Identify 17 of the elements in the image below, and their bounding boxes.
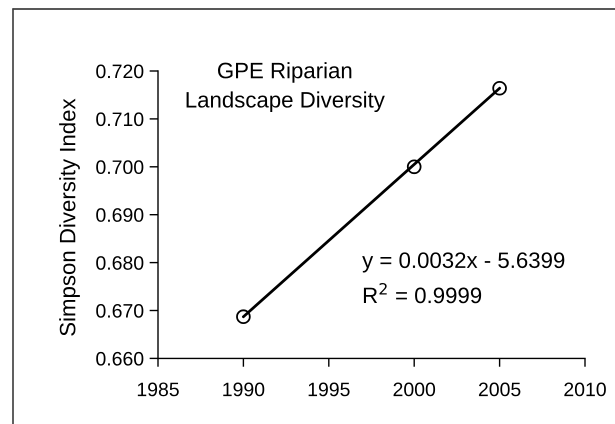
x-tick-label: 1985 bbox=[138, 382, 179, 396]
x-tick-label: 2010 bbox=[564, 382, 606, 396]
annotation: y = 0.0032x - 5.6399 bbox=[362, 252, 564, 272]
y-tick-label: 0.720 bbox=[96, 64, 144, 78]
y-tick-label: 0.670 bbox=[96, 304, 144, 318]
y-tick-label: 0.680 bbox=[96, 256, 144, 270]
y-tick-label: 0.660 bbox=[96, 352, 144, 366]
y-tick-label: 0.700 bbox=[96, 160, 144, 174]
x-tick-label: 1990 bbox=[223, 382, 264, 396]
x-tick-label: 2000 bbox=[394, 382, 436, 396]
chart-title: GPE Riparian Landscape Diversity bbox=[186, 62, 385, 112]
x-tick-label: 2005 bbox=[478, 382, 520, 396]
y-tick-label: 0.710 bbox=[96, 112, 144, 126]
x-tick-label: 1995 bbox=[308, 382, 350, 396]
y-axis-title: Simpson Diversity Index bbox=[59, 98, 80, 336]
y-tick-label: 0.690 bbox=[96, 208, 144, 222]
annotation: R$^{2}$ = 0.9999 bbox=[364, 282, 482, 304]
